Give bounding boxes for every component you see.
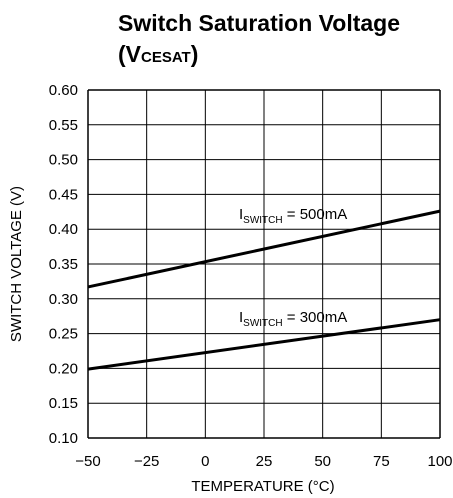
series-lines: [87, 209, 441, 371]
series-line-1: [87, 318, 441, 371]
title-suffix: ): [190, 41, 199, 67]
y-axis-label: SWITCH VOLTAGE (V): [8, 186, 25, 342]
chart-title: Switch Saturation Voltage (VCESAT): [118, 8, 400, 73]
x-tick-labels: −50 −25 0 25 50 75 100: [75, 453, 452, 470]
grid: [87, 89, 441, 439]
chart-title-line2: (VCESAT): [118, 39, 400, 73]
y-tick-label: 0.15: [49, 395, 78, 412]
y-tick-label: 0.30: [49, 291, 78, 308]
y-tick-label: 0.20: [49, 360, 78, 377]
x-tick-label: 75: [373, 453, 390, 470]
x-tick-label: 25: [256, 453, 273, 470]
y-tick-label: 0.40: [49, 221, 78, 238]
chart-title-line1: Switch Saturation Voltage: [118, 10, 400, 36]
y-tick-label: 0.45: [49, 186, 78, 203]
y-tick-label: 0.35: [49, 256, 78, 273]
y-tick-label: 0.10: [49, 430, 78, 447]
title-prefix: (V: [118, 41, 141, 67]
x-tick-label: 100: [427, 453, 452, 470]
y-tick-labels: 0.10 0.15 0.20 0.25 0.30 0.35 0.40 0.45 0.50 0.55…: [49, 82, 78, 447]
x-axis-label: TEMPERATURE (°C): [191, 478, 334, 495]
series-line-0: [87, 209, 441, 289]
y-tick-label: 0.60: [49, 82, 78, 99]
series-label-300ma: ISWITCH = 300mA: [239, 309, 347, 329]
x-tick-label: −25: [134, 453, 159, 470]
title-subscript: CESAT: [141, 49, 191, 66]
x-tick-label: 50: [314, 453, 331, 470]
x-tick-label: −50: [75, 453, 100, 470]
series-label-500ma: ISWITCH = 500mA: [239, 206, 347, 226]
y-tick-label: 0.55: [49, 117, 78, 134]
y-tick-label: 0.50: [49, 152, 78, 169]
y-tick-label: 0.25: [49, 326, 78, 343]
x-tick-label: 0: [201, 453, 209, 470]
